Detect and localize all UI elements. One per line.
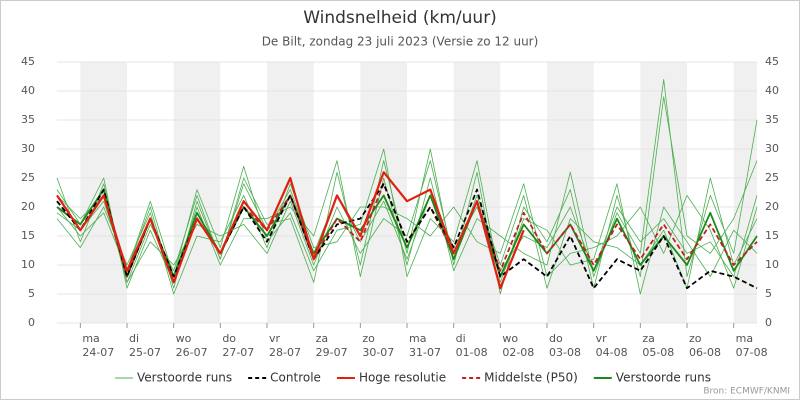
x-tick-label: 05-08 <box>642 346 674 359</box>
y2-tick-label: 40 <box>765 84 779 97</box>
y-tick-label: 45 <box>21 55 35 68</box>
y-tick-label: 40 <box>21 84 35 97</box>
x-tick-label: 07-08 <box>736 346 768 359</box>
y-tick-label: 35 <box>21 113 35 126</box>
x-weekday-label: ma <box>82 332 99 345</box>
x-tick-label: 29-07 <box>316 346 348 359</box>
ensemble-line <box>56 183 758 295</box>
chart-title: Windsnelheid (km/uur) <box>303 8 497 28</box>
x-weekday-label: di <box>456 332 466 345</box>
y-tick-label: 30 <box>21 142 35 155</box>
day-band <box>173 62 221 323</box>
x-tick-label: 31-07 <box>409 346 441 359</box>
x-weekday-label: za <box>642 332 655 345</box>
series-line <box>56 171 525 290</box>
x-tick-label: 03-08 <box>549 346 581 359</box>
legend-label: Hoge resolutie <box>359 371 446 385</box>
x-weekday-label: wo <box>502 332 518 345</box>
x-tick-label: 30-07 <box>362 346 394 359</box>
x-tick-label: 06-08 <box>689 346 721 359</box>
y2-tick-label: 45 <box>765 55 779 68</box>
x-tick-label: 02-08 <box>502 346 534 359</box>
legend-label: Verstoorde runs <box>137 371 232 385</box>
source: Bron: ECMWF/KNMI <box>703 387 790 397</box>
x-weekday-label: di <box>129 332 139 345</box>
x-weekday-label: vr <box>596 332 608 345</box>
x-tick-label: 01-08 <box>456 346 488 359</box>
x-weekday-label: zo <box>362 332 375 345</box>
ensemble-line <box>56 96 758 295</box>
day-band <box>453 62 501 323</box>
y2-tick-label: 20 <box>765 200 779 213</box>
legend-label: Middelste (P50) <box>484 371 578 385</box>
day-band <box>733 62 757 323</box>
y-tick-label: 5 <box>28 287 35 300</box>
x-tick-label: 28-07 <box>269 346 301 359</box>
y2-tick-label: 25 <box>765 171 779 184</box>
x-tick-label: 04-08 <box>596 346 628 359</box>
x-weekday-label: zo <box>689 332 702 345</box>
x-weekday-label: vr <box>269 332 281 345</box>
y-tick-label: 10 <box>21 258 35 271</box>
x-tick-label: 24-07 <box>82 346 114 359</box>
series-line <box>56 182 758 290</box>
x-tick-label: 26-07 <box>176 346 208 359</box>
x-weekday-label: ma <box>736 332 753 345</box>
x-weekday-label: ma <box>409 332 426 345</box>
y2-tick-label: 35 <box>765 113 779 126</box>
x-weekday-label: do <box>222 332 236 345</box>
legend-label: Verstoorde runs <box>616 371 711 385</box>
y2-tick-label: 15 <box>765 229 779 242</box>
y2-tick-label: 0 <box>765 316 772 329</box>
y-tick-label: 0 <box>28 316 35 329</box>
y-tick-label: 20 <box>21 200 35 213</box>
y-tick-label: 25 <box>21 171 35 184</box>
y2-tick-label: 30 <box>765 142 779 155</box>
day-band <box>267 62 314 323</box>
y2-tick-label: 5 <box>765 287 772 300</box>
legend-label: Controle <box>270 371 321 385</box>
x-tick-label: 27-07 <box>222 346 254 359</box>
x-weekday-label: za <box>316 332 329 345</box>
x-weekday-label: do <box>549 332 563 345</box>
y-tick-label: 15 <box>21 229 35 242</box>
chart-subtitle: De Bilt, zondag 23 juli 2023 (Versie zo … <box>262 35 539 49</box>
x-tick-label: 25-07 <box>129 346 161 359</box>
ensemble-line <box>56 183 758 289</box>
day-band <box>547 62 594 323</box>
x-weekday-label: wo <box>176 332 192 345</box>
y2-tick-label: 10 <box>765 258 779 271</box>
